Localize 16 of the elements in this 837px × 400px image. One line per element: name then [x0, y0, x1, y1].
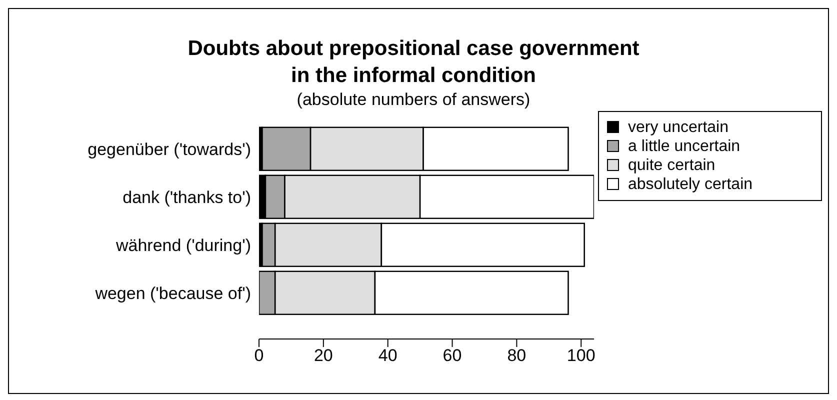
legend-label: very uncertain [628, 118, 728, 137]
chart-title: Doubts about prepositional case government in the informal condition [186, 36, 640, 89]
x-tick-label: 40 [378, 346, 398, 366]
legend-label: absolutely certain [628, 175, 753, 194]
y-tick-label: wegen ('because of') [94, 284, 251, 304]
y-tick-label: während ('during') [114, 236, 251, 256]
x-tick-label: 20 [314, 346, 333, 366]
x-tick-label: 100 [566, 346, 596, 366]
y-tick-label: dank ('thanks to') [122, 188, 251, 208]
legend-label: a little uncertain [628, 137, 740, 156]
x-tick-label: 80 [507, 346, 526, 366]
legend-label: quite certain [628, 156, 716, 175]
x-tick-label: 60 [442, 346, 462, 366]
x-tick-label: 0 [254, 346, 264, 366]
y-tick-label: gegenüber ('towards') [88, 140, 251, 160]
chart-subtitle: (absolute numbers of answers) [296, 89, 532, 111]
